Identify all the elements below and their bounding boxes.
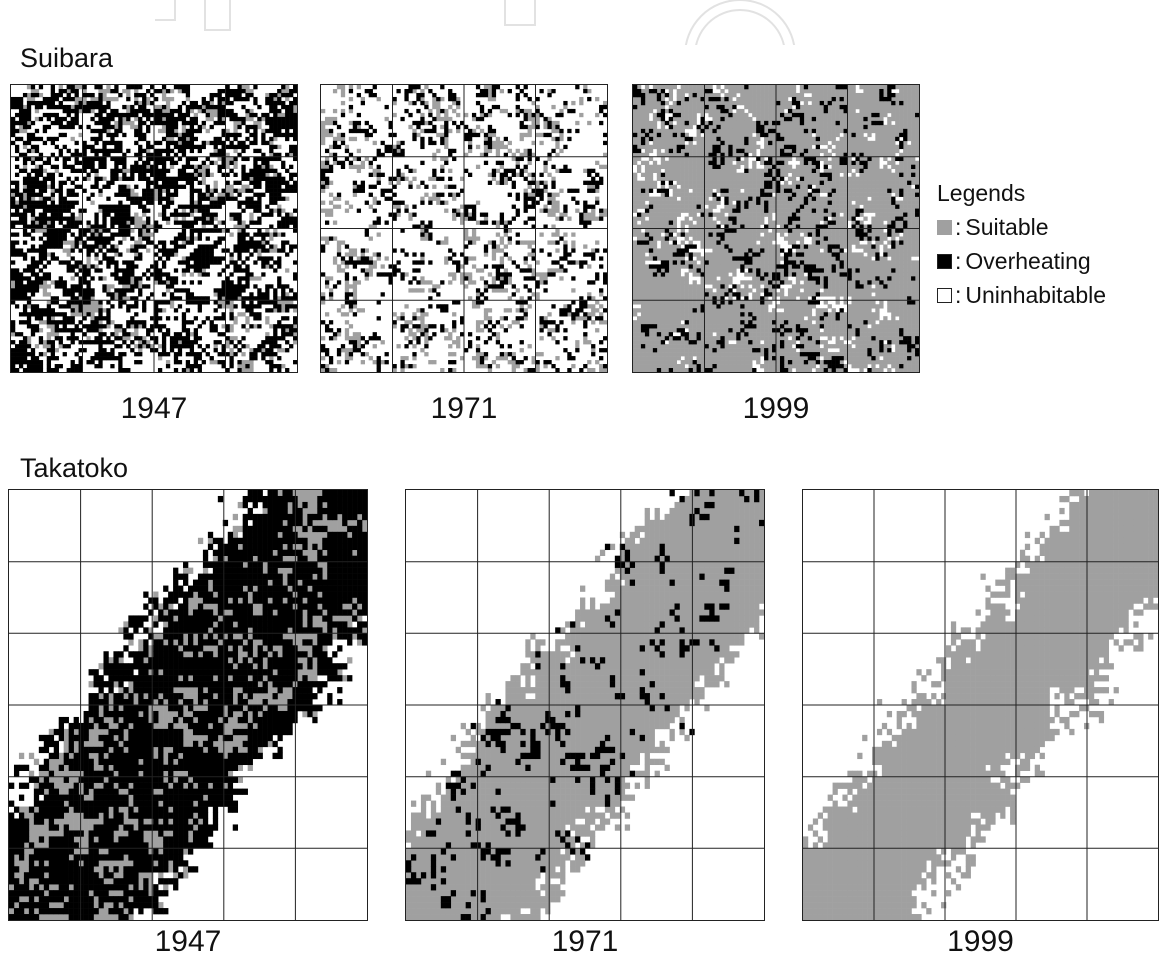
- uninhabitable-swatch: [937, 287, 952, 303]
- map-grid-lines: [803, 490, 1158, 920]
- legend-separator: :: [955, 282, 962, 308]
- legend-label-suitable: Suitable: [965, 214, 1049, 240]
- suitable-cells: [406, 490, 764, 920]
- legend-item-uninhabitable: : Uninhabitable: [937, 278, 1106, 312]
- suibara-title: Suibara: [20, 43, 114, 73]
- suitable-cells: [633, 85, 919, 372]
- suibara-1947-map: [10, 84, 298, 373]
- overheating-swatch: [937, 253, 952, 269]
- suibara-1999-label: 1999: [742, 392, 810, 425]
- legend-label-uninhabitable: Uninhabitable: [965, 282, 1107, 308]
- legend-item-suitable: : Suitable: [937, 210, 1106, 244]
- s1-raster: [321, 85, 607, 372]
- suibara-1999-map: [632, 84, 920, 373]
- suitable-cells: [803, 490, 1158, 920]
- s0-raster: [11, 85, 297, 372]
- suitable-cells: [321, 85, 607, 372]
- overheating-cells: [11, 85, 297, 372]
- legend-title: Legends: [937, 180, 1026, 206]
- t0-raster: [9, 490, 367, 920]
- overheating-cells: [406, 490, 764, 920]
- overheating-cells: [321, 85, 607, 372]
- map-grid-lines: [321, 85, 607, 372]
- map-grid-lines: [633, 85, 919, 372]
- overheating-cells: [9, 490, 367, 920]
- t2-raster: [803, 490, 1158, 920]
- t1-raster: [406, 490, 764, 920]
- takatoko-1947-map: [8, 489, 368, 921]
- suitable-cells: [11, 85, 297, 372]
- map-grid-lines: [406, 490, 764, 920]
- suitable-swatch: [937, 219, 952, 235]
- overheating-cells: [633, 85, 919, 372]
- legend-item-overheating: : Overheating: [937, 244, 1106, 278]
- takatoko-1947-label: 1947: [154, 925, 222, 958]
- map-grid-lines: [11, 85, 297, 372]
- takatoko-1999-label: 1999: [947, 925, 1014, 958]
- legend-separator: :: [955, 214, 962, 240]
- takatoko-title: Takatoko: [20, 453, 129, 483]
- legend: Legends : Suitable : Overheating : Uninh…: [937, 176, 1106, 312]
- suitable-cells: [9, 490, 367, 920]
- suibara-1971-map: [320, 84, 608, 373]
- watermark-logo: [155, 0, 796, 45]
- s2-raster: [633, 85, 919, 372]
- suibara-1947-label: 1947: [120, 392, 188, 425]
- legend-separator: :: [955, 248, 962, 274]
- legend-label-overheating: Overheating: [965, 248, 1091, 274]
- takatoko-1999-map: [802, 489, 1159, 921]
- map-grid-lines: [9, 490, 367, 920]
- takatoko-1971-label: 1971: [551, 925, 619, 958]
- suibara-1971-label: 1971: [430, 392, 498, 425]
- takatoko-1971-map: [405, 489, 765, 921]
